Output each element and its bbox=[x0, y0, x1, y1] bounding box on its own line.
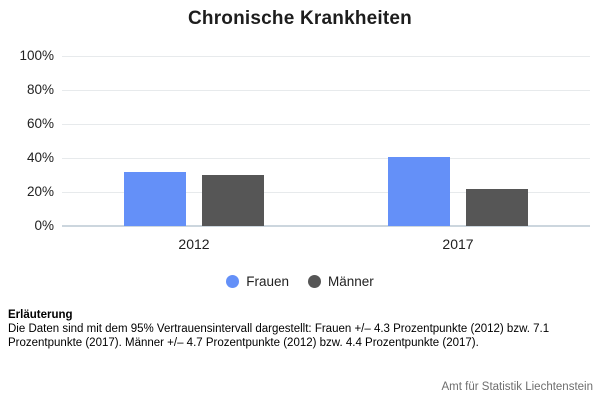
legend-label: Männer bbox=[328, 273, 374, 289]
gridline bbox=[62, 90, 590, 91]
footnote: Erläuterung Die Daten sind mit dem 95% V… bbox=[8, 308, 594, 350]
bar-frauen-2012 bbox=[124, 171, 186, 226]
legend: Frauen Männer bbox=[0, 272, 600, 290]
gridline bbox=[62, 158, 590, 159]
x-axis-baseline bbox=[62, 225, 590, 227]
legend-dot-icon bbox=[308, 274, 321, 288]
y-tick-label: 80% bbox=[26, 82, 54, 97]
legend-item-männer: Männer bbox=[308, 274, 374, 289]
legend-label: Frauen bbox=[246, 273, 289, 289]
footnote-heading: Erläuterung bbox=[8, 309, 73, 321]
x-tick-label-2012: 2012 bbox=[178, 236, 210, 252]
bar-männer-2017 bbox=[466, 189, 528, 226]
footnote-body: Die Daten sind mit dem 95% Vertrauensint… bbox=[8, 323, 550, 349]
chart-title: Chronische Krankheiten bbox=[187, 8, 412, 29]
gridline bbox=[62, 192, 590, 193]
source-attribution: Amt für Statistik Liechtenstein bbox=[441, 381, 593, 393]
y-tick-label: 60% bbox=[26, 116, 54, 131]
y-tick-label: 100% bbox=[19, 48, 54, 63]
y-tick-label: 40% bbox=[26, 150, 54, 165]
gridline bbox=[62, 56, 590, 57]
legend-dot-icon bbox=[226, 274, 240, 288]
gridline bbox=[62, 124, 590, 125]
plot-area bbox=[62, 56, 590, 227]
y-tick-label: 0% bbox=[34, 218, 54, 233]
bar-frauen-2017 bbox=[388, 157, 450, 226]
x-tick-label-2017: 2017 bbox=[442, 236, 474, 252]
y-tick-label: 20% bbox=[26, 184, 54, 199]
bar-männer-2012 bbox=[202, 175, 264, 226]
legend-item-frauen: Frauen bbox=[226, 274, 289, 289]
